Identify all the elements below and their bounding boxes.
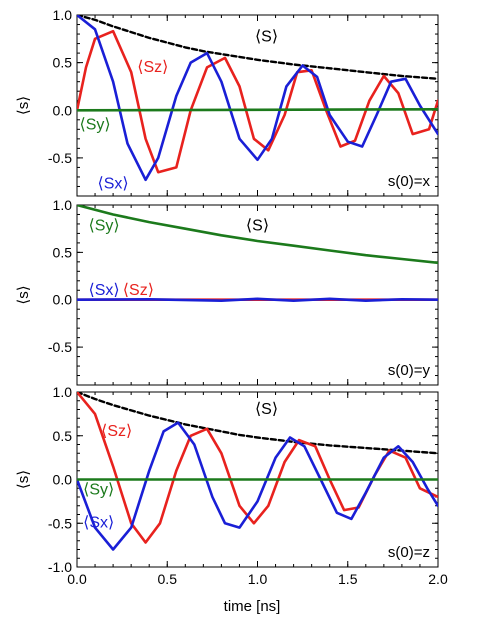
y-tick-label: 0.5 xyxy=(53,55,73,71)
series-annotation: ⟨S⟩ xyxy=(255,29,278,46)
series-annotation: ⟨Sx⟩ xyxy=(83,515,114,532)
y-tick-label: -0.5 xyxy=(48,339,72,355)
x-tick-label: 2.0 xyxy=(428,571,448,587)
y-axis-label: ⟨s⟩ xyxy=(15,96,32,115)
series-annotation: ⟨S⟩ xyxy=(246,218,269,235)
series-annotation: ⟨Sz⟩ xyxy=(137,59,168,76)
series-line-sz xyxy=(77,29,438,174)
x-tick-label: 0.5 xyxy=(158,571,178,587)
y-tick-label: -1.0 xyxy=(48,559,72,575)
panel-label: s(0)=y xyxy=(388,362,431,379)
x-axis-label: time [ns] xyxy=(224,598,281,615)
y-tick-label: 0.0 xyxy=(53,292,73,308)
series-line-sx xyxy=(77,297,438,303)
y-tick-label: 1.0 xyxy=(53,384,73,400)
panel-label: s(0)=x xyxy=(388,173,431,190)
y-tick-label: 0.0 xyxy=(53,472,73,488)
series-annotation: ⟨Sz⟩ xyxy=(123,282,154,299)
x-tick-label: 0.0 xyxy=(67,571,87,587)
y-tick-label: -0.5 xyxy=(48,515,72,531)
series-line-s xyxy=(77,15,438,81)
y-axis-label: ⟨s⟩ xyxy=(15,470,32,489)
series-group xyxy=(77,205,438,303)
panel-2: 1.0 0.5 0.0 -0.5 ⟨s⟩ ⟨Sy⟩ ⟨S⟩ ⟨Sx⟩ ⟨Sz⟩ s(0)=y xyxy=(15,197,439,386)
y-tick-label: 0.5 xyxy=(53,244,73,260)
series-line-s xyxy=(77,392,438,455)
series-group xyxy=(77,15,438,182)
x-tick-label: 1.5 xyxy=(338,571,358,587)
panel-1: 1.0 0.5 0.0 -0.5 ⟨s⟩ ⟨S⟩ ⟨Sz⟩ ⟨Sy⟩ ⟨Sx⟩ s(0)=x xyxy=(15,7,439,197)
series-annotation: ⟨Sy⟩ xyxy=(83,481,114,498)
series-line-sy xyxy=(77,108,438,112)
panels: 1.00.50.0-0.5⟨s⟩⟨S⟩⟨Sz⟩⟨Sy⟩⟨Sx⟩ s(0)=x1.0… xyxy=(15,7,448,587)
series-line-sy xyxy=(77,205,438,265)
y-tick-label: 1.0 xyxy=(53,7,73,23)
y-tick-label: 0.5 xyxy=(53,428,73,444)
y-axis-label: ⟨s⟩ xyxy=(15,285,32,304)
series-annotation: ⟨Sx⟩ xyxy=(88,282,119,299)
y-tick-label: 0.0 xyxy=(53,102,73,118)
panel-3: 0.0 0.5 1.0 1.5 2.0 1.0 0.5 0.0 -0.5 -1.0 ⟨s⟩ ⟨S⟩ ⟨S… xyxy=(15,384,448,587)
series-annotation: ⟨S⟩ xyxy=(255,401,278,418)
series-annotation: ⟨Sy⟩ xyxy=(88,218,119,235)
series-annotation: ⟨Sy⟩ xyxy=(79,116,110,133)
series-line-sx xyxy=(77,421,438,551)
series-group xyxy=(77,392,438,551)
y-tick-label: -0.5 xyxy=(48,150,72,166)
series-annotation: ⟨Sz⟩ xyxy=(101,423,132,440)
panel-label: s(0)=z xyxy=(388,544,430,561)
series-annotation: ⟨Sx⟩ xyxy=(98,175,129,192)
y-tick-label: 1.0 xyxy=(53,197,73,213)
x-tick-label: 1.0 xyxy=(248,571,268,587)
